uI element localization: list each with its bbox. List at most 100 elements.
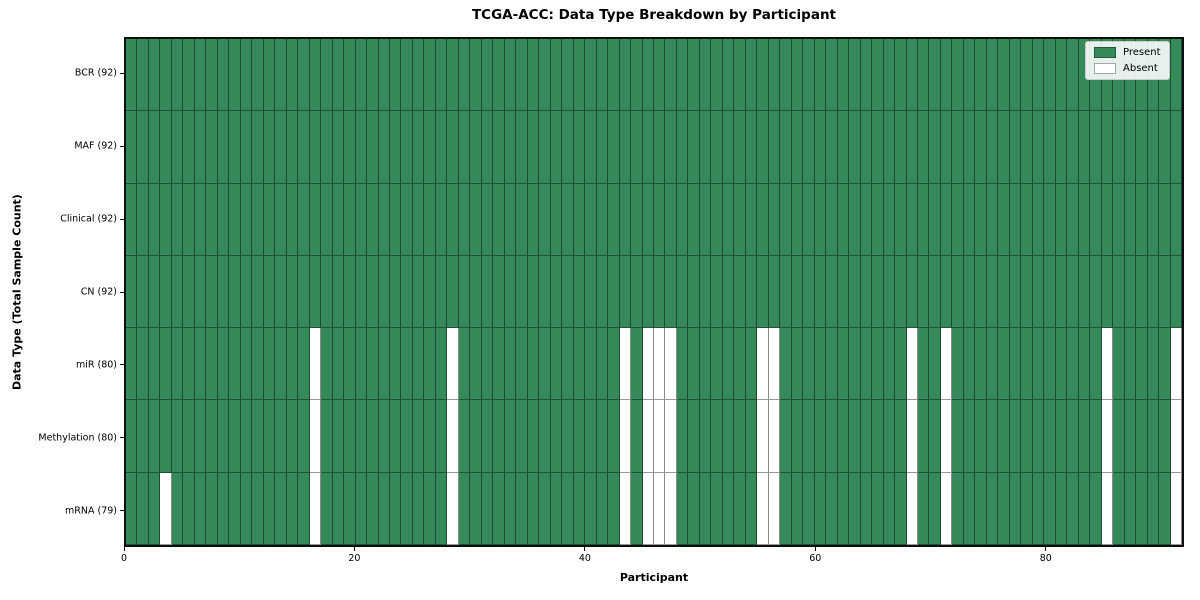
heatmap-cell: [986, 39, 999, 112]
heatmap-cell: [975, 111, 987, 184]
heatmap-cell: [654, 255, 666, 329]
heatmap-cell: [665, 400, 677, 473]
heatmap-cell: [298, 472, 310, 545]
heatmap-cell: [1136, 183, 1148, 256]
heatmap-cell: [699, 111, 712, 184]
heatmap-cell: [148, 328, 161, 401]
heatmap-cell: [872, 328, 884, 401]
heatmap-cell: [493, 183, 505, 256]
heatmap-cell: [240, 400, 253, 473]
heatmap-cell: [217, 39, 230, 112]
heatmap-cell: [860, 400, 873, 473]
heatmap-cell: [481, 255, 494, 329]
heatmap-cell: [1113, 183, 1125, 256]
heatmap-cell: [1170, 39, 1182, 112]
heatmap-cell: [963, 255, 976, 329]
heatmap-cell: [768, 255, 781, 329]
heatmap-cell: [929, 255, 941, 329]
heatmap-cell: [171, 472, 184, 545]
heatmap-cell: [206, 111, 218, 184]
heatmap-cell: [768, 39, 781, 112]
heatmap-cell: [757, 111, 769, 184]
heatmap-cell: [1067, 328, 1079, 401]
heatmap-cell: [252, 400, 264, 473]
heatmap-cell: [229, 400, 241, 473]
heatmap-cell: [355, 328, 368, 401]
heatmap-cell: [1067, 400, 1079, 473]
heatmap-cell: [447, 39, 459, 112]
heatmap-cell: [367, 183, 379, 256]
heatmap-cell: [194, 400, 207, 473]
heatmap-cell: [1159, 472, 1171, 545]
heatmap-cell: [447, 111, 459, 184]
heatmap-cell: [734, 472, 746, 545]
x-tick: [1045, 547, 1047, 551]
heatmap-cell: [642, 255, 654, 329]
heatmap-cell: [355, 183, 368, 256]
heatmap-cell: [986, 183, 999, 256]
heatmap-cell: [631, 111, 643, 184]
heatmap-cell: [585, 400, 597, 473]
heatmap-cell: [367, 400, 379, 473]
heatmap-cell: [1021, 400, 1033, 473]
heatmap-cell: [424, 111, 436, 184]
heatmap-cell: [608, 111, 620, 184]
heatmap-cell: [814, 400, 827, 473]
heatmap-cell: [814, 39, 827, 112]
heatmap-cell: [596, 472, 609, 545]
heatmap-cell: [137, 255, 149, 329]
heatmap-cell: [1136, 472, 1148, 545]
heatmap-cell: [458, 183, 471, 256]
heatmap-cell: [263, 183, 276, 256]
heatmap-cell: [183, 400, 195, 473]
heatmap-cell: [608, 183, 620, 256]
heatmap-cell: [126, 328, 138, 401]
heatmap-cell: [665, 328, 677, 401]
heatmap-cell: [1021, 255, 1033, 329]
heatmap-cell: [780, 111, 792, 184]
heatmap-cell: [952, 472, 964, 545]
heatmap-cell: [160, 328, 172, 401]
heatmap-cell: [975, 472, 987, 545]
heatmap-cell: [1147, 400, 1160, 473]
heatmap-cell: [998, 111, 1010, 184]
heatmap-cell: [470, 328, 482, 401]
heatmap-cell: [1055, 111, 1068, 184]
heatmap-cell: [481, 400, 494, 473]
heatmap-cell: [194, 111, 207, 184]
heatmap-cell: [332, 472, 345, 545]
heatmap-cell: [837, 183, 850, 256]
heatmap-cell: [975, 39, 987, 112]
x-axis-label: Participant: [619, 571, 689, 584]
heatmap-cell: [539, 328, 551, 401]
heatmap-cell: [665, 472, 677, 545]
heatmap-cell: [1136, 328, 1148, 401]
heatmap-cell: [206, 400, 218, 473]
heatmap-cell: [940, 111, 953, 184]
heatmap-cell: [676, 39, 689, 112]
heatmap-cell: [619, 255, 632, 329]
heatmap-cell: [183, 255, 195, 329]
heatmap-cell: [642, 472, 654, 545]
heatmap-cell: [814, 472, 827, 545]
heatmap-cell: [321, 39, 333, 112]
heatmap-cell: [516, 400, 528, 473]
heatmap-cell: [711, 400, 723, 473]
heatmap-cell: [849, 39, 861, 112]
heatmap-cell: [872, 255, 884, 329]
legend: Present Absent: [1085, 41, 1170, 80]
heatmap-cell: [1055, 472, 1068, 545]
heatmap-cell: [1136, 400, 1148, 473]
heatmap-cell: [126, 400, 138, 473]
heatmap-cell: [1021, 111, 1033, 184]
heatmap-cell: [160, 400, 172, 473]
heatmap-cell: [1078, 255, 1091, 329]
heatmap-cell: [906, 400, 918, 473]
heatmap-cell: [126, 255, 138, 329]
heatmap-cell: [194, 255, 207, 329]
heatmap-cell: [895, 255, 907, 329]
heatmap-cell: [963, 400, 976, 473]
heatmap-cell: [1044, 472, 1056, 545]
heatmap-cell: [412, 111, 425, 184]
heatmap-cell: [401, 111, 413, 184]
